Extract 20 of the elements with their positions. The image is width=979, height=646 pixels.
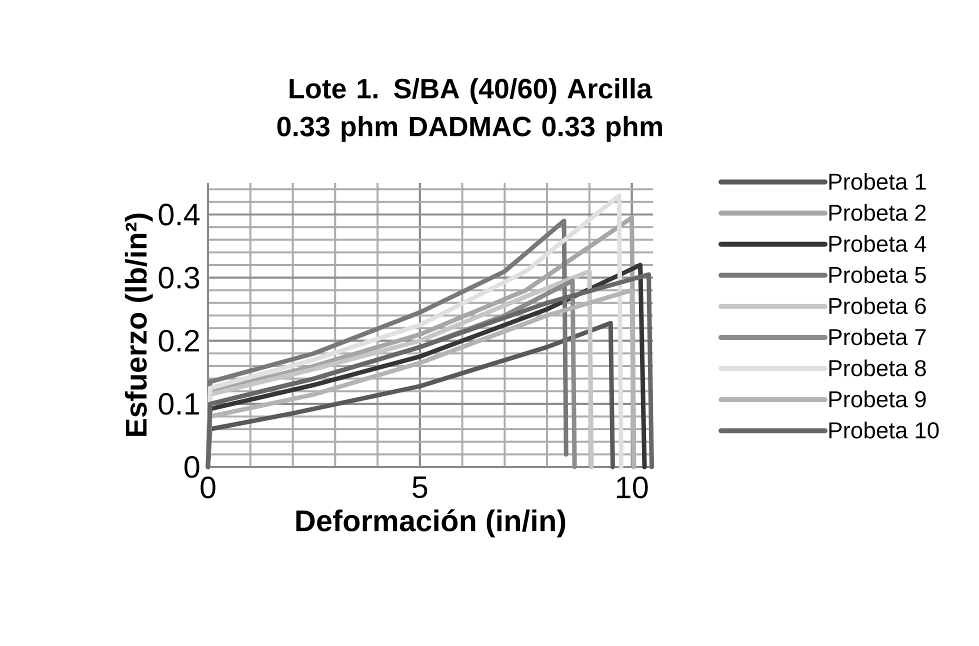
x-tick-label: 10: [617, 476, 648, 498]
y-tick-label: 0.3: [158, 266, 200, 289]
x-axis-title: Deformación (in/in): [296, 509, 566, 538]
x-tick-label: 5: [412, 476, 428, 498]
y-tick-label: 0.1: [158, 392, 199, 415]
x-tick-label: 0: [200, 476, 216, 498]
chart-title: Lote 1. S/BA (40/60) Arcilla 0.33 phm DADMAC 0.33 phm: [277, 78, 662, 142]
legend-label: Probeta 2: [829, 204, 926, 221]
legend-label: Probeta 5: [829, 266, 926, 284]
legend-label: Probeta 6: [829, 297, 926, 314]
y-tick-label: 0.4: [158, 204, 200, 226]
legend-label: Probeta 7: [829, 328, 926, 346]
y-axis-title: Esfuerzo (lb/in²): [124, 214, 153, 436]
legend-label: Probeta 8: [829, 359, 926, 376]
y-tick-label: 0: [184, 456, 200, 478]
legend-label: Probeta 4: [829, 235, 926, 252]
legend-label: Probeta 9: [829, 390, 926, 408]
legend-label: Probeta 10: [829, 422, 939, 438]
y-tick-label: 0.2: [158, 330, 199, 352]
legend-label: Probeta 1: [829, 172, 926, 190]
